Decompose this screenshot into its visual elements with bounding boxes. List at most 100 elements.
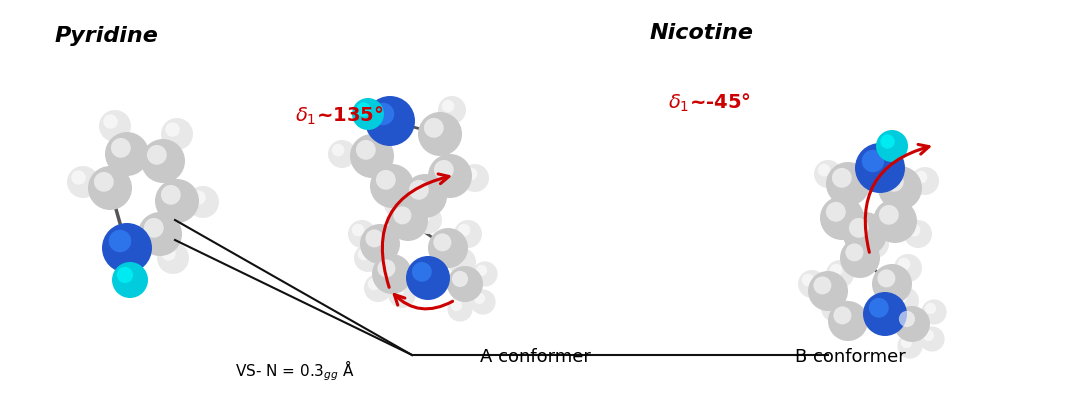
Circle shape <box>848 244 876 272</box>
Circle shape <box>99 110 131 142</box>
Circle shape <box>372 103 394 125</box>
Circle shape <box>406 256 450 300</box>
Text: A conformer: A conformer <box>480 348 591 366</box>
Circle shape <box>161 118 193 150</box>
Circle shape <box>452 252 465 265</box>
Circle shape <box>157 242 189 274</box>
Circle shape <box>911 167 939 195</box>
Circle shape <box>392 284 405 296</box>
Circle shape <box>144 218 163 238</box>
Circle shape <box>865 234 878 246</box>
Circle shape <box>357 102 371 117</box>
Circle shape <box>833 307 851 324</box>
Circle shape <box>147 145 167 165</box>
Circle shape <box>861 230 889 258</box>
Circle shape <box>891 287 918 315</box>
Circle shape <box>88 166 132 210</box>
Circle shape <box>878 269 895 287</box>
Circle shape <box>826 162 870 206</box>
Circle shape <box>403 174 447 218</box>
Circle shape <box>458 224 470 236</box>
Text: B conformer: B conformer <box>795 348 906 366</box>
Circle shape <box>908 224 921 236</box>
Circle shape <box>798 270 826 298</box>
Circle shape <box>332 144 344 156</box>
Circle shape <box>871 264 912 304</box>
Circle shape <box>418 210 430 223</box>
Circle shape <box>820 196 864 240</box>
Circle shape <box>424 118 443 138</box>
Circle shape <box>104 114 117 129</box>
Circle shape <box>923 330 934 341</box>
Circle shape <box>410 202 422 214</box>
Text: $\delta_1$~135°: $\delta_1$~135° <box>295 105 383 127</box>
Circle shape <box>880 134 895 149</box>
Circle shape <box>897 333 923 359</box>
Circle shape <box>109 230 131 252</box>
Circle shape <box>879 205 899 225</box>
Circle shape <box>428 154 472 198</box>
Circle shape <box>447 266 483 302</box>
Circle shape <box>367 278 380 290</box>
Circle shape <box>846 244 863 261</box>
FancyArrowPatch shape <box>394 295 453 309</box>
Circle shape <box>348 220 376 248</box>
Circle shape <box>406 198 434 226</box>
Text: Nicotine: Nicotine <box>650 23 754 43</box>
Circle shape <box>878 166 922 210</box>
Circle shape <box>826 202 846 222</box>
Circle shape <box>814 276 831 294</box>
Circle shape <box>826 260 854 288</box>
Circle shape <box>828 301 868 341</box>
Circle shape <box>922 299 946 325</box>
Circle shape <box>452 271 468 287</box>
Circle shape <box>904 220 932 248</box>
Circle shape <box>442 100 454 112</box>
Circle shape <box>824 298 837 310</box>
Circle shape <box>365 96 415 146</box>
Circle shape <box>111 138 130 158</box>
Circle shape <box>818 164 831 176</box>
Circle shape <box>67 166 99 198</box>
Circle shape <box>454 220 482 248</box>
Circle shape <box>434 160 454 180</box>
Circle shape <box>328 140 356 168</box>
Circle shape <box>894 254 922 282</box>
Circle shape <box>898 258 910 270</box>
Circle shape <box>364 274 392 302</box>
Circle shape <box>900 337 912 348</box>
Circle shape <box>869 298 889 318</box>
Circle shape <box>352 98 384 130</box>
Circle shape <box>351 224 364 236</box>
Circle shape <box>476 265 487 276</box>
Circle shape <box>863 292 907 336</box>
Circle shape <box>103 223 152 273</box>
Circle shape <box>802 274 815 286</box>
Circle shape <box>894 306 930 342</box>
Circle shape <box>884 172 904 192</box>
Circle shape <box>412 262 431 282</box>
Circle shape <box>899 311 915 327</box>
Circle shape <box>895 291 908 303</box>
Circle shape <box>451 300 462 311</box>
Circle shape <box>841 238 880 278</box>
Circle shape <box>161 185 180 205</box>
Circle shape <box>350 134 394 178</box>
Circle shape <box>105 132 150 176</box>
Circle shape <box>821 294 849 322</box>
Circle shape <box>72 170 85 185</box>
Circle shape <box>393 206 411 225</box>
Circle shape <box>418 112 462 156</box>
Circle shape <box>376 170 396 190</box>
Circle shape <box>166 122 179 137</box>
Circle shape <box>370 164 414 208</box>
Circle shape <box>447 248 476 276</box>
Circle shape <box>447 296 473 322</box>
Circle shape <box>852 248 864 261</box>
Circle shape <box>855 143 905 193</box>
Circle shape <box>474 293 485 304</box>
Circle shape <box>384 190 412 218</box>
Circle shape <box>830 264 843 276</box>
Circle shape <box>843 212 888 256</box>
Circle shape <box>161 246 176 261</box>
